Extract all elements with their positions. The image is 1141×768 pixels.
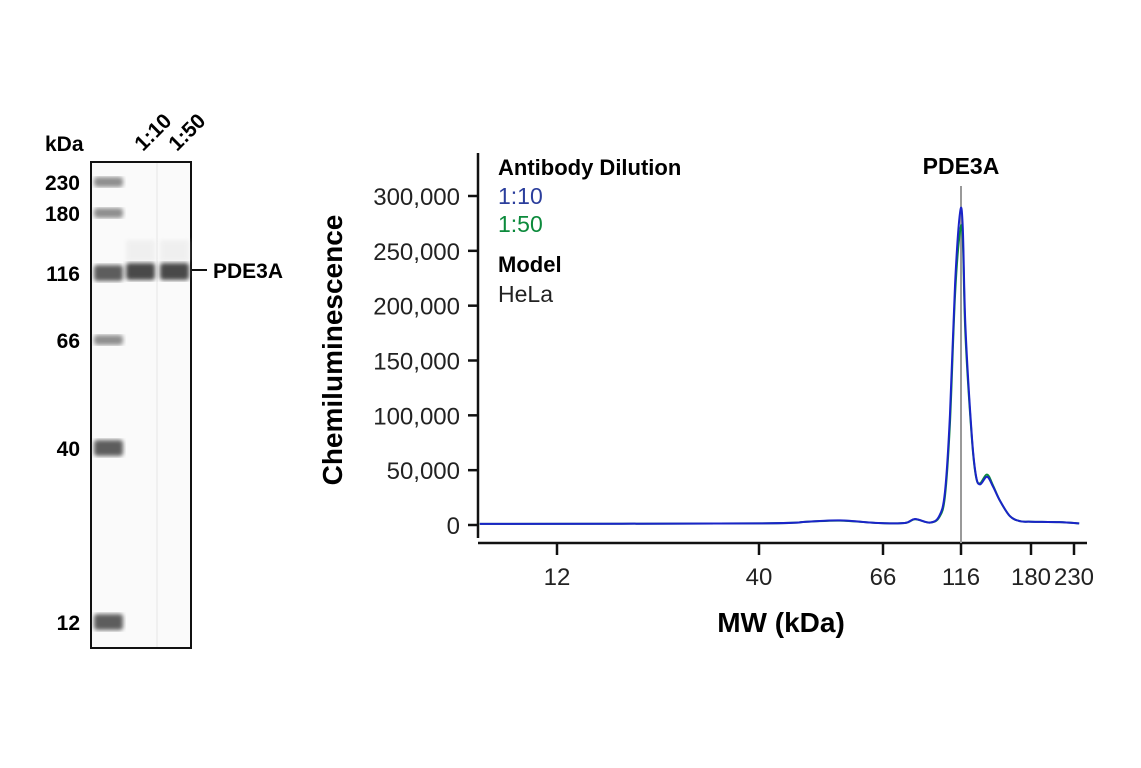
series-line-1-10 <box>479 206 1080 525</box>
y-tick-label: 250,000 <box>373 239 460 266</box>
chart-title: PDE3A <box>923 153 1000 179</box>
ladder-band-12 <box>94 614 123 630</box>
sample-band-1 <box>126 263 155 280</box>
ladder-band-66 <box>94 335 123 345</box>
ladder-band-116 <box>94 265 123 281</box>
x-tick-label: 116 <box>942 564 980 591</box>
x-tick-label: 12 <box>544 564 571 591</box>
ladder-label-40: 40 <box>57 438 80 461</box>
ladder-label-116: 116 <box>46 263 80 286</box>
y-tick-label: 50,000 <box>387 458 460 485</box>
ladder-band-40 <box>94 440 123 456</box>
sample-band-2 <box>160 263 189 280</box>
gel-frame <box>90 161 192 649</box>
ladder-band-230 <box>94 177 123 187</box>
ladder-label-180: 180 <box>45 203 80 226</box>
y-tick-label: 150,000 <box>373 349 460 376</box>
x-axis-title: MW (kDa) <box>717 607 845 638</box>
lane-label-1: 1:10 <box>130 110 176 156</box>
x-tick-label: 180 <box>1011 564 1051 591</box>
gel-panel: kDa 1:10 1:50 230 180 116 66 40 12 PDE3A <box>45 110 283 649</box>
lane-smear-2 <box>160 240 189 262</box>
legend-item-1-10: 1:10 <box>498 183 543 209</box>
lane-label-2: 1:50 <box>164 110 210 156</box>
x-tick-label: 66 <box>870 564 897 591</box>
y-axis-title: Chemiluminescence <box>317 215 348 486</box>
y-tick-label: 200,000 <box>373 294 460 321</box>
ladder-band-180 <box>94 208 123 218</box>
band-label: PDE3A <box>213 260 283 283</box>
y-tick-label: 0 <box>447 513 460 540</box>
legend-model-heading: Model <box>498 252 562 277</box>
kda-unit-label: kDa <box>45 133 84 156</box>
ladder-label-12: 12 <box>57 612 80 635</box>
y-tick-label: 300,000 <box>373 184 460 211</box>
legend-heading: Antibody Dilution <box>498 155 681 180</box>
x-tick-label: 40 <box>746 564 773 591</box>
lane-smear-1 <box>126 240 155 262</box>
ladder-label-66: 66 <box>57 330 80 353</box>
legend-model-value: HeLa <box>498 281 553 307</box>
x-tick-label: 230 <box>1054 564 1094 591</box>
legend-item-1-50: 1:50 <box>498 211 543 237</box>
line-chart: Chemiluminescence MW (kDa) PDE3A 0 50,000… <box>317 153 1094 638</box>
y-tick-label: 100,000 <box>373 403 460 430</box>
ladder-label-230: 230 <box>45 172 80 195</box>
legend: Antibody Dilution 1:10 1:50 Model HeLa <box>498 155 681 307</box>
